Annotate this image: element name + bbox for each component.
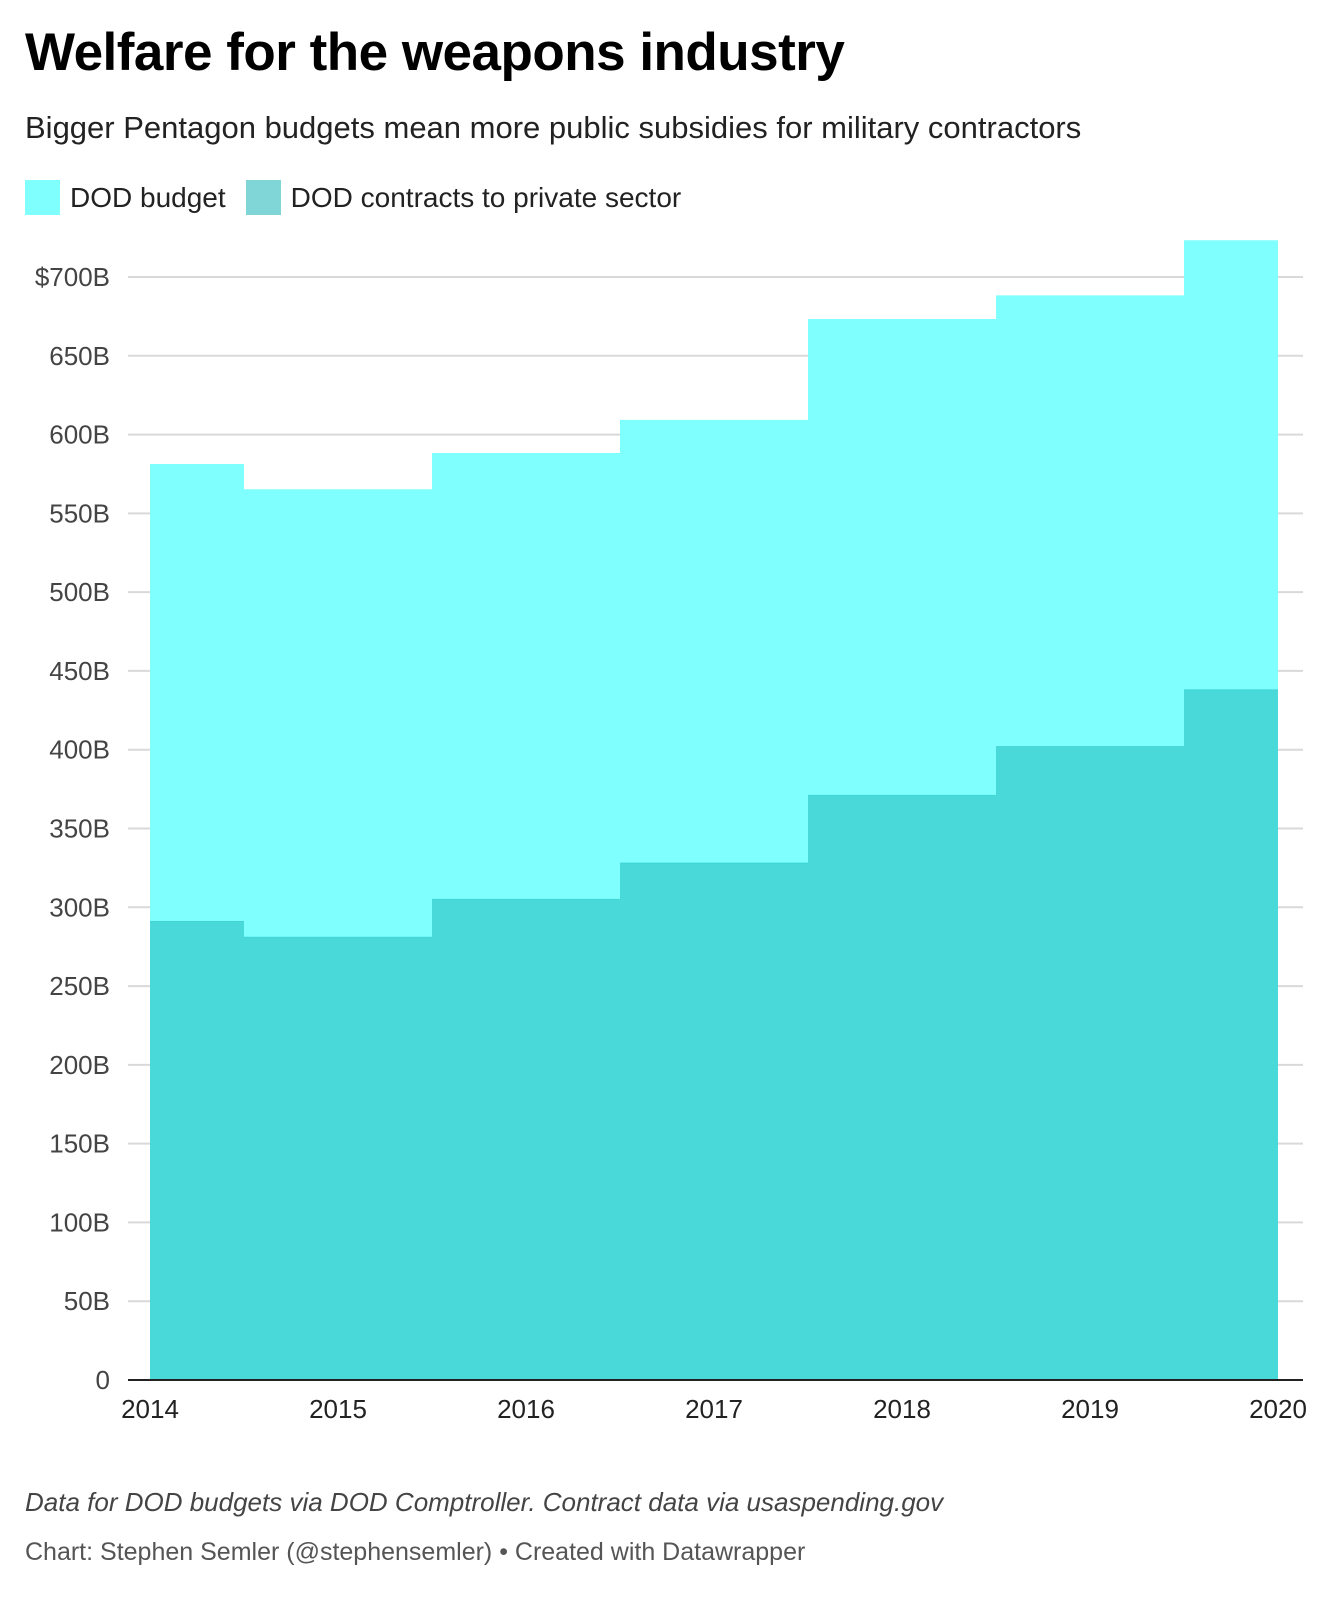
legend-label-dod-budget: DOD budget — [70, 181, 226, 213]
y-tick-label: 500B — [49, 577, 110, 607]
y-tick-label: 300B — [49, 892, 110, 922]
y-tick-label: $700B — [35, 262, 110, 292]
chart-legend: DOD budget DOD contracts to private sect… — [25, 180, 701, 215]
legend-item-dod-budget: DOD budget — [25, 180, 226, 215]
y-tick-label: 0 — [96, 1365, 110, 1395]
legend-swatch-dod-contracts — [245, 180, 281, 215]
chart-plot: 0 50B 100B 150B 200B 250B 300B 350B 400B 450B 500B… — [35, 240, 1307, 1424]
x-tick-label: 2015 — [309, 1394, 367, 1424]
y-tick-label: 400B — [49, 735, 110, 765]
x-tick-label: 2016 — [497, 1394, 555, 1424]
y-tick-label: 150B — [49, 1129, 110, 1159]
chart-title: Welfare for the weapons industry — [25, 23, 845, 82]
y-tick-label: 50B — [64, 1286, 110, 1316]
legend-item-dod-contracts: DOD contracts to private sector — [245, 180, 682, 215]
y-tick-label: 550B — [49, 498, 110, 528]
area-layer — [150, 240, 1278, 1381]
x-tick-label: 2019 — [1061, 1394, 1119, 1424]
byline: Chart: Stephen Semler (@stephensemler) •… — [25, 1538, 806, 1566]
y-tick-label: 350B — [49, 814, 110, 844]
legend-swatch-dod-budget — [25, 180, 60, 215]
source-note: Data for DOD budgets via DOD Comptroller… — [25, 1487, 944, 1517]
x-tick-label: 2017 — [685, 1394, 743, 1424]
y-tick-label: 250B — [49, 971, 110, 1001]
x-tick-label: 2020 — [1249, 1394, 1307, 1424]
y-tick-label: 450B — [49, 656, 110, 686]
y-tick-label: 200B — [49, 1050, 110, 1080]
axis-layer: 0 50B 100B 150B 200B 250B 300B 350B 400B 450B 500B… — [35, 262, 1307, 1424]
series-area-dod-contracts — [150, 689, 1278, 1380]
chart-subtitle: Bigger Pentagon budgets mean more public… — [25, 110, 1082, 145]
legend-label-dod-contracts: DOD contracts to private sector — [290, 181, 682, 213]
y-tick-label: 600B — [49, 420, 110, 450]
x-tick-label: 2014 — [121, 1394, 179, 1424]
y-tick-label: 100B — [49, 1207, 110, 1237]
y-tick-label: 650B — [49, 341, 110, 371]
x-tick-label: 2018 — [873, 1394, 931, 1424]
